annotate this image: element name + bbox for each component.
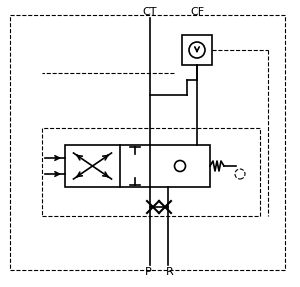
Text: CF: CF — [190, 7, 204, 17]
Bar — [182, 35, 212, 65]
Bar — [42, 128, 260, 216]
Bar — [10, 15, 285, 270]
Bar — [65, 145, 210, 187]
Text: CT: CT — [143, 7, 157, 17]
Text: R: R — [166, 267, 174, 277]
Text: P: P — [145, 267, 152, 277]
